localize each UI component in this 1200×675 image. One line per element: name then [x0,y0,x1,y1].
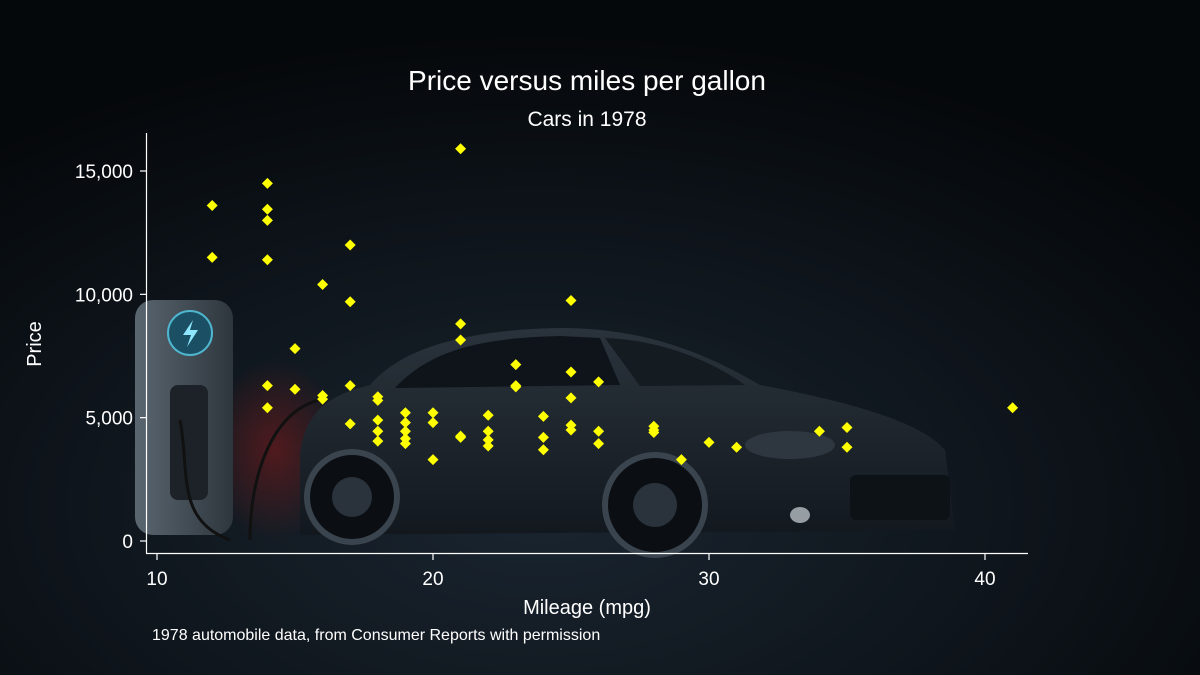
data-point [289,383,301,395]
chart-note: 1978 automobile data, from Consumer Repo… [152,627,600,644]
x-tick-label: 10 [146,569,167,590]
data-point [344,380,356,392]
data-point [455,318,467,330]
x-tick-label: 30 [698,569,719,590]
data-point [261,402,273,414]
y-tick-label: 10,000 [75,285,133,306]
data-point [344,239,356,251]
data-point [261,203,273,215]
data-point [703,436,715,448]
car-image [300,328,955,558]
data-point [648,426,660,438]
data-point [372,414,384,426]
data-point [344,296,356,308]
data-point [593,376,605,388]
data-points [206,143,1019,466]
data-point [261,254,273,266]
data-point [482,425,494,437]
data-point [813,425,825,437]
data-point [1007,402,1019,414]
x-axis-label: Mileage (mpg) [523,597,651,619]
data-point [455,143,467,155]
data-point [565,366,577,378]
y-tick-label: 15,000 [75,162,133,183]
y-axis-ticks: 0 5,000 10,000 15,000 [75,162,147,553]
data-point [399,417,411,429]
data-point [731,441,743,453]
data-point [510,381,522,393]
data-point [510,359,522,371]
data-point [537,431,549,443]
data-point [593,438,605,450]
data-point [399,438,411,450]
charging-station-image [135,300,321,542]
data-point [206,200,218,212]
chart-title: Price versus miles per gallon [408,65,766,96]
chart-subtitle: Cars in 1978 [527,108,646,131]
data-point [455,431,467,443]
data-point [317,278,329,290]
data-point [482,434,494,446]
data-point [289,343,301,355]
data-point [372,394,384,406]
data-point [565,295,577,306]
data-point [565,424,577,436]
data-point [372,435,384,447]
data-point [565,392,577,404]
y-axis-label: Price [24,321,46,367]
data-point [261,177,273,189]
data-point [455,334,467,346]
data-point [841,441,853,453]
data-point [261,214,273,226]
data-point [482,409,494,421]
data-point [344,418,356,430]
data-point [675,454,687,466]
data-point [261,380,273,392]
x-axis-ticks: 10 20 30 40 [146,553,996,590]
data-point [537,444,549,456]
y-tick-label: 0 [122,532,133,553]
x-tick-label: 20 [422,569,443,590]
x-tick-label: 40 [974,569,995,590]
data-point [372,425,384,437]
data-point [427,417,439,429]
data-point [399,425,411,437]
data-point [593,425,605,437]
y-tick-label: 5,000 [85,409,133,430]
data-point [317,393,329,405]
data-point [482,440,494,452]
data-point [841,422,853,434]
data-point [427,407,439,419]
data-point [206,251,218,263]
data-point [427,454,439,466]
data-point [537,410,549,422]
data-point [399,407,411,419]
